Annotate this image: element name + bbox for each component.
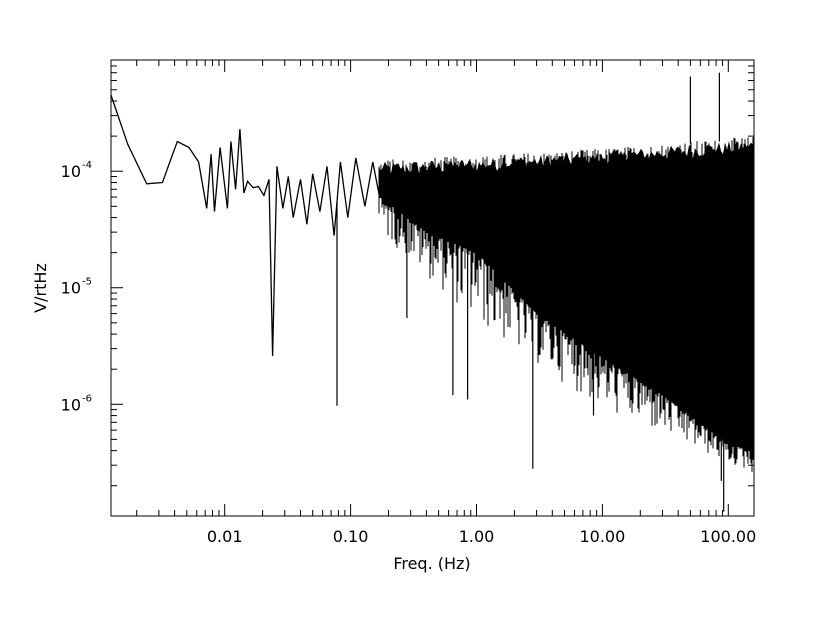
y-tick-label-base: 10 xyxy=(61,162,81,181)
x-axis: 0.01 0.10 1.00 10.00 100.00 xyxy=(136,60,756,546)
y-tick-label-base: 10 xyxy=(61,395,81,414)
noise-band xyxy=(378,137,754,473)
y-tick-label-exp: -5 xyxy=(82,277,92,288)
y-axis-label: V/rtHz xyxy=(31,263,50,313)
y-tick-label-base: 10 xyxy=(61,279,81,298)
x-tick-label: 1.00 xyxy=(459,527,495,546)
x-tick-label: 0.01 xyxy=(207,527,243,546)
x-tick-label: 0.10 xyxy=(333,527,369,546)
series-layer xyxy=(111,72,732,512)
series-line-0 xyxy=(111,94,381,356)
noise-band-spikes xyxy=(378,137,754,473)
x-tick-label: 100.00 xyxy=(700,527,756,546)
y-tick-label-exp: -4 xyxy=(82,160,92,171)
y-tick-label-exp: -6 xyxy=(82,393,92,404)
y-axis: 10-410-510-6 xyxy=(61,65,754,487)
x-axis-label: Freq. (Hz) xyxy=(393,554,470,573)
x-tick-label: 10.00 xyxy=(579,527,625,546)
